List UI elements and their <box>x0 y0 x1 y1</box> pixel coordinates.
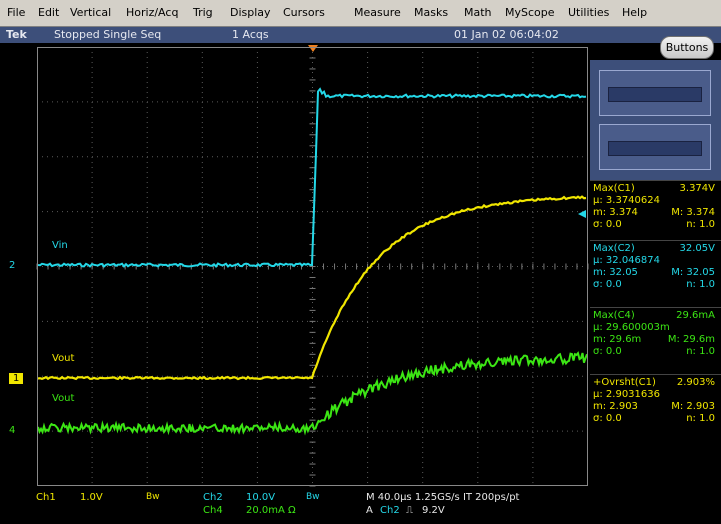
menu-masks[interactable]: Masks <box>414 6 449 19</box>
ch2-ground-marker[interactable]: 2 <box>9 260 16 271</box>
trigger-slope-icon: ⎍ <box>406 505 413 516</box>
vout-label-yellow: Vout <box>52 353 75 364</box>
horizontal-readout[interactable]: M 40.0μs 1.25GS/s IT 200ps/pt <box>366 492 520 503</box>
ch2-bw-indicator: Bw <box>306 492 320 502</box>
menu-trig[interactable]: Trig <box>193 6 213 19</box>
side-panel <box>590 60 721 180</box>
menu-cursors[interactable]: Cursors <box>283 6 325 19</box>
measurement-max-c2[interactable]: Max(C2) 32.05V μ: 32.046874 m: 32.05 M: 32… <box>590 240 721 303</box>
meas-mean: μ: 3.3740624 <box>593 195 660 206</box>
ch4-waveform <box>37 351 588 436</box>
menu-bar: File Edit Vertical Horiz/Acq Trig Displa… <box>0 0 721 27</box>
meas-title: Max(C4) 29.6mA <box>593 310 715 321</box>
acq-state: Stopped Single Seq <box>54 28 162 41</box>
meas-sigma-n: σ: 0.0 n: 1.0 <box>593 346 715 357</box>
measurement-overshoot-c1[interactable]: +Ovrsht(C1) 2.903% μ: 2.9031636 m: 2.903 M… <box>590 374 721 437</box>
ch1-label[interactable]: Ch1 <box>36 492 56 503</box>
trigger-channel[interactable]: Ch2 <box>380 505 400 516</box>
ch1-ground-marker[interactable]: 1 <box>9 373 24 384</box>
datetime: 01 Jan 02 06:04:02 <box>454 28 559 41</box>
measurement-max-c1[interactable]: Max(C1) 3.374V μ: 3.3740624 m: 3.374 M: 3.… <box>590 180 721 243</box>
menu-horiz-acq[interactable]: Horiz/Acq <box>126 6 179 19</box>
ch2-scale[interactable]: 10.0V <box>246 492 276 503</box>
trigger-level[interactable]: 9.2V <box>422 505 445 516</box>
menu-help[interactable]: Help <box>622 6 648 19</box>
trigger-source-a: A <box>366 505 373 516</box>
meas-title: Max(C2) 32.05V <box>593 243 715 254</box>
menu-vertical[interactable]: Vertical <box>70 6 112 19</box>
graticule-frame <box>37 47 588 486</box>
side-button-2[interactable] <box>599 124 711 170</box>
status-bar: Tek Stopped Single Seq 1 Acqs 01 Jan 02 … <box>0 27 721 43</box>
meas-title: Max(C1) 3.374V <box>593 183 715 194</box>
meas-mean: μ: 32.046874 <box>593 255 660 266</box>
meas-sigma-n: σ: 0.0 n: 1.0 <box>593 219 715 230</box>
menu-utilities[interactable]: Utilities <box>568 6 610 19</box>
ch1-waveform <box>37 195 587 381</box>
menu-file[interactable]: File <box>7 6 26 19</box>
ch4-label[interactable]: Ch4 <box>203 505 223 516</box>
ch1-bw-indicator: Bw <box>146 492 160 502</box>
meas-minmax: m: 32.05 M: 32.05 <box>593 267 715 278</box>
menu-math[interactable]: Math <box>464 6 492 19</box>
measurement-max-c4[interactable]: Max(C4) 29.6mA μ: 29.600003m m: 29.6m M: 2… <box>590 307 721 370</box>
ch2-waveform <box>37 87 587 268</box>
meas-minmax: m: 2.903 M: 2.903 <box>593 401 715 412</box>
ch4-scale[interactable]: 20.0mA Ω <box>246 505 296 516</box>
meas-mean: μ: 29.600003m <box>593 322 670 333</box>
meas-minmax: m: 3.374 M: 3.374 <box>593 207 715 218</box>
meas-minmax: m: 29.6m M: 29.6m <box>593 334 715 345</box>
brand-label: Tek <box>6 28 27 41</box>
menu-myscope[interactable]: MyScope <box>505 6 555 19</box>
vout-label-green: Vout <box>52 393 75 404</box>
buttons-toggle-button[interactable]: Buttons <box>660 36 714 59</box>
side-button-1[interactable] <box>599 70 711 116</box>
ch2-label[interactable]: Ch2 <box>203 492 223 503</box>
ch1-scale[interactable]: 1.0V <box>80 492 103 503</box>
vin-label: Vin <box>52 240 68 251</box>
meas-title: +Ovrsht(C1) 2.903% <box>593 377 715 388</box>
trigger-level-icon <box>578 210 586 218</box>
meas-sigma-n: σ: 0.0 n: 1.0 <box>593 279 715 290</box>
measurement-panel: Max(C1) 3.374V μ: 3.3740624 m: 3.374 M: 3.… <box>590 180 721 440</box>
menu-edit[interactable]: Edit <box>38 6 60 19</box>
acq-count: 1 Acqs <box>232 28 269 41</box>
meas-sigma-n: σ: 0.0 n: 1.0 <box>593 413 715 424</box>
meas-mean: μ: 2.9031636 <box>593 389 660 400</box>
menu-display[interactable]: Display <box>230 6 271 19</box>
ch4-ground-marker[interactable]: 4 <box>9 425 16 436</box>
trigger-position-icon <box>308 45 318 52</box>
menu-measure[interactable]: Measure <box>354 6 401 19</box>
readout-bar: Ch1 1.0V Bw Ch2 10.0V Bw Ch4 20.0mA Ω M … <box>0 488 590 524</box>
